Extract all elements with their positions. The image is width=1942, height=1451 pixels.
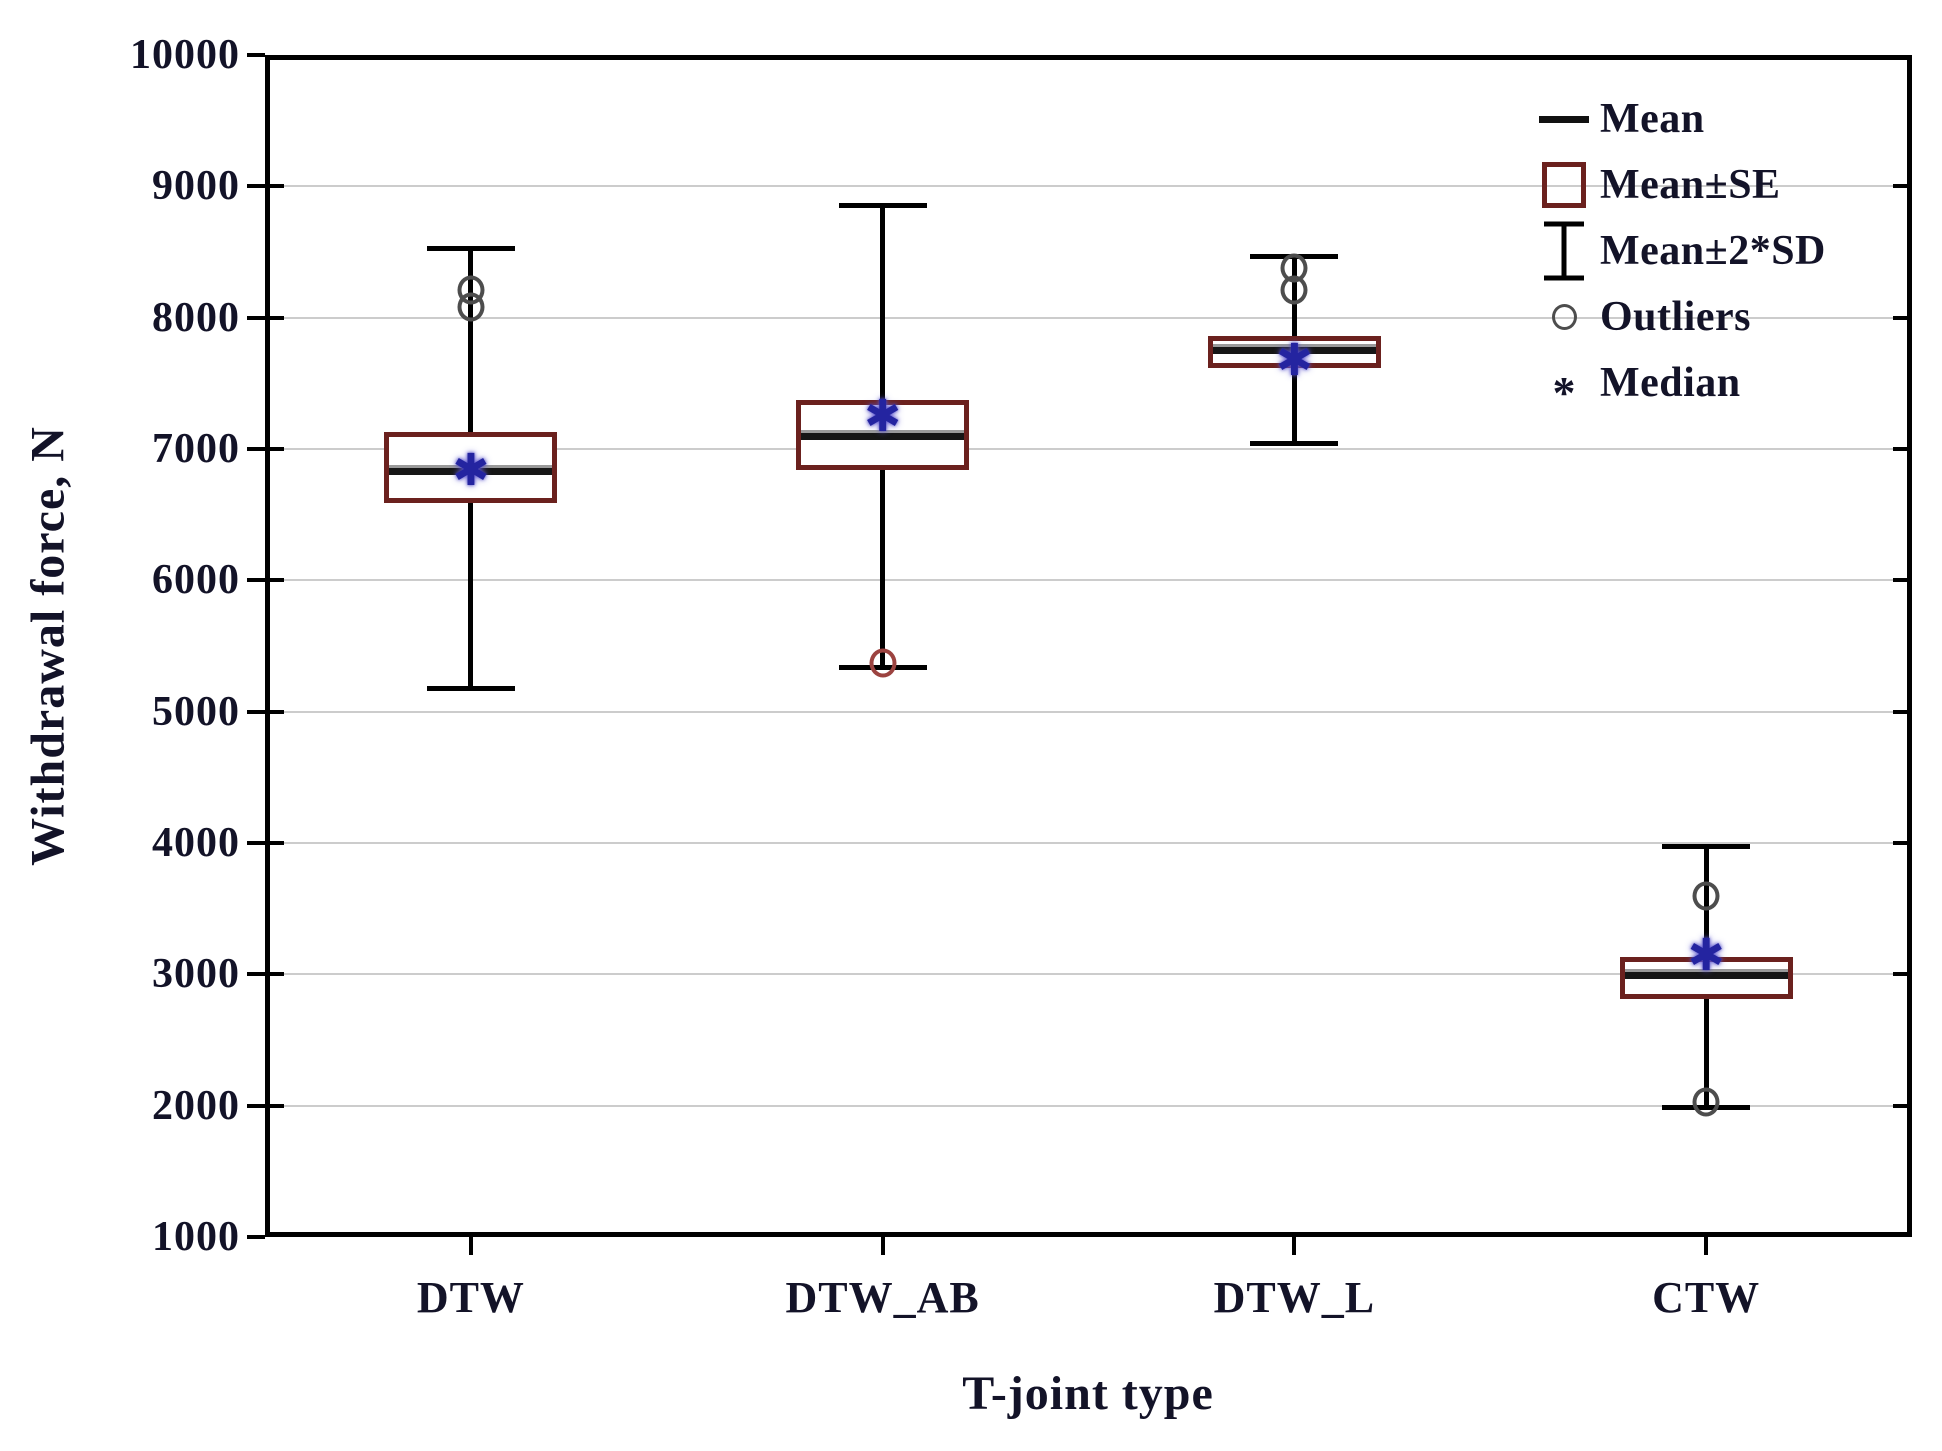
median-marker-DTW_L: ✱ [1275,335,1313,386]
mean-line-icon [1539,115,1589,123]
y-tick-label: 4000 [152,820,240,866]
legend-label-mean: Mean [1600,96,1705,142]
x-tick-mark [1292,1237,1297,1255]
y-tick-label: 5000 [152,688,240,735]
gridline [270,579,1907,582]
x-tick-mark [880,1237,885,1255]
y-inner-tick-right [1893,841,1907,845]
gridline [270,842,1907,844]
sd-whisker-icon [1544,221,1584,281]
outlier-point-DTW_L [1280,275,1308,305]
whisker-cap-bottom-DTW_L [1250,440,1339,446]
y-inner-tick-left [270,972,284,977]
median-marker-CTW: ✱ [1687,929,1725,981]
y-tick-label: 9000 [152,163,240,210]
y-inner-tick-right [1893,1103,1907,1108]
y-inner-tick-left [270,315,284,320]
outlier-point-CTW [1692,881,1720,911]
y-tick-mark [247,709,265,714]
gridline [270,973,1907,976]
whisker-cap-top-DTW_AB [838,202,927,208]
x-tick-mark [1704,1237,1709,1255]
gridline [270,1104,1907,1107]
y-axis-title: Withdrawal force, N [21,426,75,866]
median-marker-DTW: ✱ [452,445,490,497]
legend-label-mean-2sd: Mean±2*SD [1600,228,1826,274]
y-tick-mark [247,184,265,189]
y-tick-label: 2000 [152,1082,240,1129]
gridline [270,316,1907,319]
y-tick-label: 10000 [130,32,240,78]
y-tick-label: 6000 [152,557,240,604]
whisker-cap-top-DTW [426,246,515,252]
y-tick-label: 8000 [152,294,240,341]
se-box-icon [1542,162,1586,208]
legend-row-median: * Median [1528,350,1928,416]
x-category-label: DTW_AB [785,1273,980,1322]
x-category-label: CTW [1652,1273,1761,1322]
median-asterisk-icon: * [1552,367,1576,418]
gridline [270,448,1907,450]
y-inner-tick-left [270,447,284,451]
median-marker-DTW_AB: ✱ [864,391,902,443]
y-tick-mark [247,447,265,451]
gridline [270,185,1907,188]
outlier-point-CTW [1692,1087,1720,1117]
y-tick-mark [247,578,265,583]
y-inner-tick-left [270,1103,284,1108]
x-axis-title: T-joint type [962,1367,1214,1420]
y-tick-label: 3000 [152,951,240,998]
outlier-point-DTW_AB [869,648,897,678]
y-inner-tick-left [270,841,284,845]
whisker-cap-bottom-DTW [426,686,515,692]
whisker-cap-top-CTW [1662,843,1751,849]
outlier-circle-icon [1551,304,1577,330]
y-inner-tick-right [1893,709,1907,714]
legend-row-mean-se: Mean±SE [1528,152,1928,218]
y-inner-tick-left [270,709,284,714]
mean-line-DTW_AB [801,429,965,440]
mean-line-DTW_L [1212,344,1376,355]
legend-row-mean: Mean [1528,86,1928,152]
y-inner-tick-right [1893,972,1907,977]
y-tick-mark [247,841,265,845]
plot-area: ✱ ✱ ✱ ✱ [265,55,1912,1237]
x-category-label: DTW [416,1273,525,1322]
legend: Mean Mean±SE Mean±2*SD Outliers * Median [1528,86,1928,416]
x-category-label: DTW_L [1213,1273,1376,1322]
legend-label-median: Median [1600,360,1741,406]
gridline [270,710,1907,713]
mean-line-DTW [389,465,553,475]
legend-row-outliers: Outliers [1528,284,1928,350]
y-tick-mark [247,1235,265,1239]
x-tick-mark [468,1237,473,1255]
y-tick-label: 7000 [152,426,240,472]
y-inner-tick-left [270,578,284,583]
y-inner-tick-left [270,184,284,189]
outlier-point-DTW [457,292,485,322]
mean-line-CTW [1624,969,1788,980]
legend-label-mean-se: Mean±SE [1600,162,1781,208]
legend-row-mean-2sd: Mean±2*SD [1528,218,1928,284]
y-tick-mark [247,53,265,57]
y-inner-tick-right [1893,315,1907,320]
y-tick-mark [247,972,265,977]
y-tick-label: 1000 [152,1214,240,1260]
y-tick-mark [247,1103,265,1108]
y-inner-tick-right [1893,578,1907,583]
y-inner-tick-right [1893,184,1907,189]
legend-label-outliers: Outliers [1600,294,1751,340]
y-tick-mark [247,315,265,320]
y-inner-tick-right [1893,447,1907,451]
